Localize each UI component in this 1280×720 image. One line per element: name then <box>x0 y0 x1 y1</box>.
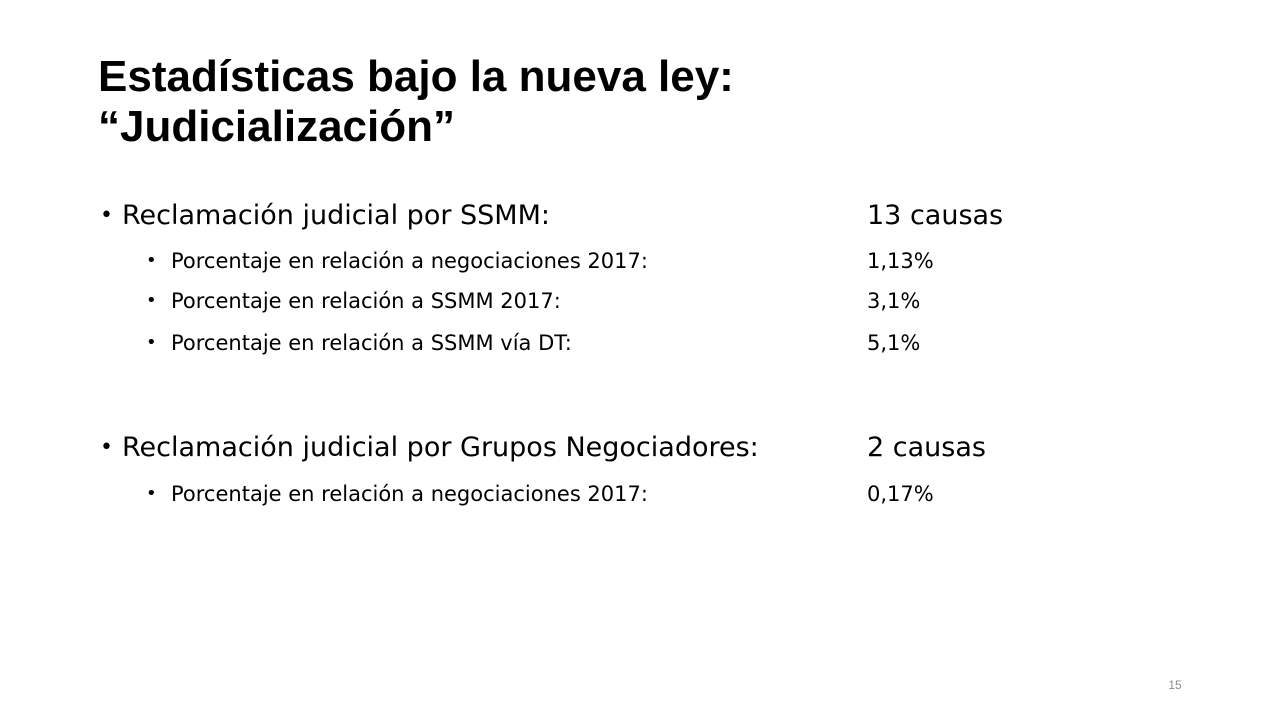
sub-item-label: Porcentaje en relación a negociaciones 2… <box>171 249 648 273</box>
sub-item-value: 1,13% <box>867 249 934 273</box>
bullet-icon: • <box>146 250 157 271</box>
bullet-icon: • <box>146 483 157 504</box>
item-label: Reclamación judicial por SSMM: <box>122 200 550 231</box>
sub-item-label: Porcentaje en relación a SSMM vía DT: <box>171 331 572 355</box>
slide-title: Estadísticas bajo la nueva ley: “Judicia… <box>98 52 1198 152</box>
item-value: 13 causas <box>867 200 1004 231</box>
item-label: Reclamación judicial por Grupos Negociad… <box>122 432 759 463</box>
sub-item-value: 0,17% <box>867 482 934 506</box>
title-line-2: “Judicialización” <box>98 102 455 151</box>
sub-item-value: 5,1% <box>867 331 921 355</box>
sub-item-value: 3,1% <box>867 289 921 313</box>
bullet-icon: • <box>146 332 157 353</box>
item-value: 2 causas <box>867 432 986 463</box>
bullet-icon: • <box>100 435 113 460</box>
page-number: 15 <box>1168 678 1182 692</box>
bullet-icon: • <box>146 290 157 311</box>
sub-item-label: Porcentaje en relación a SSMM 2017: <box>171 289 561 313</box>
sub-item-label: Porcentaje en relación a negociaciones 2… <box>171 482 648 506</box>
title-line-1: Estadísticas bajo la nueva ley: <box>98 52 734 101</box>
bullet-icon: • <box>100 203 113 228</box>
